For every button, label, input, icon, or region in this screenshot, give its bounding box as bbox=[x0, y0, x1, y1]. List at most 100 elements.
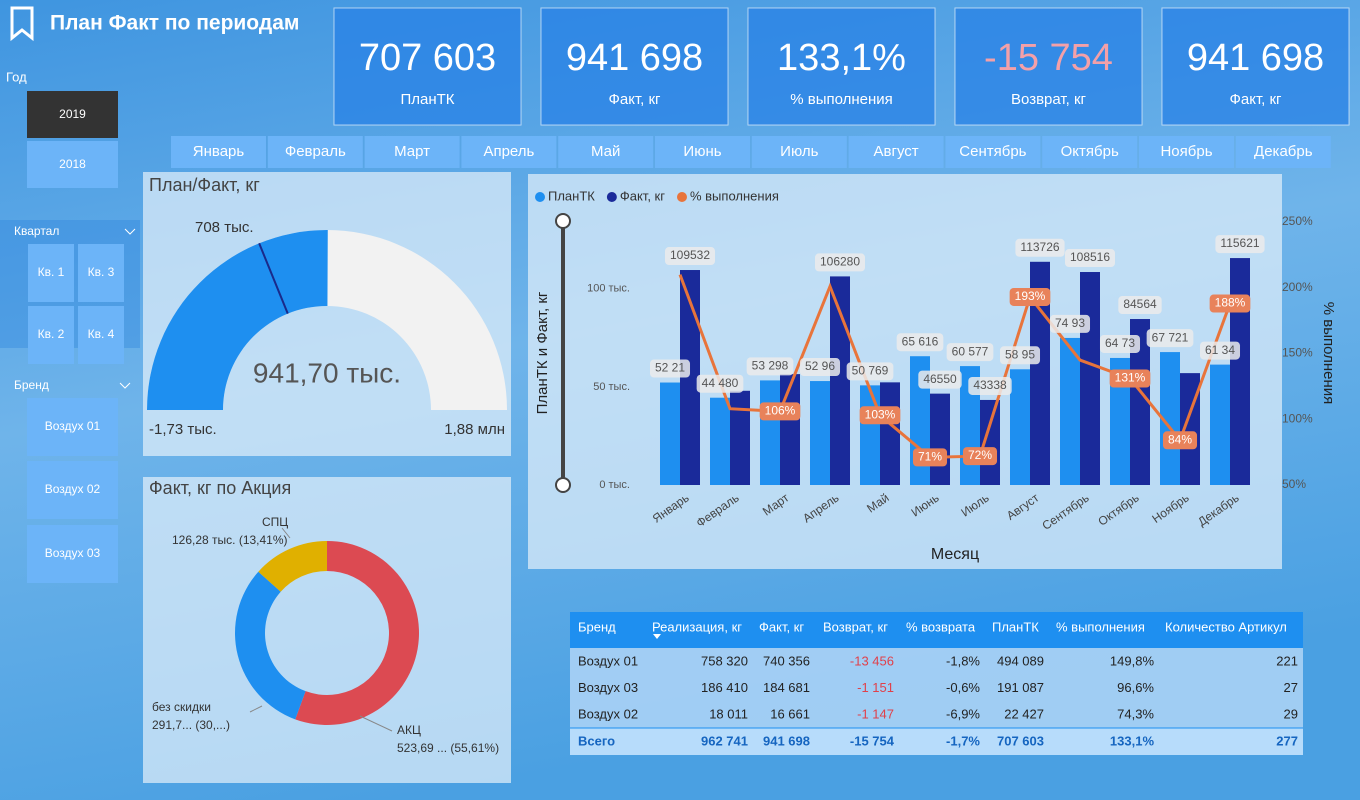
value-label: 46550 bbox=[923, 372, 957, 386]
value-label: 109532 bbox=[670, 248, 710, 262]
column-header[interactable]: % выполнения bbox=[1056, 619, 1145, 634]
month-label[interactable]: Июль bbox=[780, 143, 818, 160]
table-total-cell: -15 754 bbox=[850, 733, 895, 748]
month-label[interactable]: Апрель bbox=[483, 143, 534, 160]
month-button[interactable] bbox=[655, 136, 750, 168]
slicer-option[interactable]: Кв. 1 bbox=[38, 265, 65, 279]
month-label[interactable]: Январь bbox=[193, 143, 245, 160]
month-button[interactable] bbox=[751, 136, 847, 168]
month-label[interactable]: Июнь bbox=[683, 143, 721, 160]
slicer-button[interactable] bbox=[27, 398, 118, 456]
slicer-button[interactable] bbox=[78, 306, 124, 364]
table-cell: 29 bbox=[1284, 706, 1298, 721]
slicer-option[interactable]: 2018 bbox=[59, 157, 86, 171]
chart-title: Факт, кг по Акция bbox=[149, 478, 291, 498]
month-label[interactable]: Февраль bbox=[285, 143, 346, 160]
column-header[interactable]: Реализация, кг bbox=[652, 619, 742, 634]
value-label-bg bbox=[1009, 287, 1051, 306]
slicer-button[interactable] bbox=[78, 244, 124, 302]
slicer-button[interactable] bbox=[28, 306, 74, 364]
bookmark-icon[interactable] bbox=[10, 6, 34, 42]
month-label[interactable]: Ноябрь bbox=[1160, 143, 1212, 160]
kpi-label: Факт, кг bbox=[1229, 91, 1282, 108]
slicer-button[interactable] bbox=[28, 244, 74, 302]
month-label[interactable]: Декабрь bbox=[1254, 143, 1313, 160]
bar bbox=[1230, 258, 1250, 485]
table-cell: 758 320 bbox=[701, 653, 748, 668]
month-label[interactable]: Март bbox=[394, 143, 430, 160]
month-button[interactable] bbox=[1042, 136, 1138, 168]
chevron[interactable] bbox=[119, 382, 131, 389]
month-button[interactable] bbox=[1139, 136, 1234, 168]
bar bbox=[1130, 319, 1150, 485]
slicer-button[interactable] bbox=[27, 91, 118, 138]
bar bbox=[780, 374, 800, 485]
month-button[interactable] bbox=[848, 136, 944, 168]
month-button[interactable] bbox=[171, 136, 266, 168]
column-header[interactable]: % возврата bbox=[906, 619, 976, 634]
slicer-button[interactable] bbox=[27, 141, 118, 188]
slicer-option[interactable]: Воздух 01 bbox=[45, 419, 101, 433]
month-button[interactable] bbox=[364, 136, 460, 168]
slice-name: СПЦ bbox=[262, 515, 288, 529]
table-total-bg bbox=[570, 728, 1303, 755]
month-button[interactable] bbox=[1235, 136, 1331, 168]
column-header[interactable]: ПланТК bbox=[992, 619, 1039, 634]
legend-marker bbox=[676, 192, 687, 202]
slider-handle[interactable] bbox=[555, 477, 571, 493]
sort-icon[interactable] bbox=[653, 634, 661, 639]
month-label[interactable]: Май bbox=[591, 143, 620, 160]
table-cell: Воздух 02 bbox=[578, 706, 638, 721]
table-cell: 149,8% bbox=[1110, 653, 1155, 668]
value-label-bg bbox=[968, 376, 1012, 395]
bar bbox=[760, 380, 780, 485]
bar bbox=[810, 381, 830, 485]
month-label[interactable]: Октябрь bbox=[1061, 143, 1119, 160]
value-label: 67 721 bbox=[1152, 330, 1189, 344]
leader-line bbox=[359, 715, 393, 732]
bar bbox=[680, 270, 700, 485]
month-button[interactable] bbox=[945, 136, 1041, 168]
legend-marker bbox=[535, 192, 545, 202]
value-label: 52 96 bbox=[805, 359, 835, 373]
panel bbox=[143, 477, 511, 783]
slicer-option[interactable]: Воздух 02 bbox=[45, 482, 101, 496]
value-label-bg bbox=[746, 357, 794, 376]
slicer-button[interactable] bbox=[27, 461, 118, 519]
value-label: 84% bbox=[1168, 432, 1192, 446]
bar bbox=[1010, 369, 1030, 485]
month-button[interactable] bbox=[558, 136, 654, 168]
slicer-option[interactable]: Кв. 4 bbox=[88, 327, 115, 341]
month-button[interactable] bbox=[267, 136, 363, 168]
table-total-cell: 707 603 bbox=[997, 733, 1044, 748]
value-label-bg bbox=[649, 359, 691, 378]
slicer-button[interactable] bbox=[27, 525, 118, 583]
column-header[interactable]: Факт, кг bbox=[759, 619, 804, 634]
slicer-option[interactable]: Воздух 03 bbox=[45, 546, 101, 560]
value-label-bg bbox=[846, 362, 894, 381]
kpi-card bbox=[333, 7, 522, 126]
month-label[interactable]: Сентябрь bbox=[959, 143, 1026, 160]
value-label-bg bbox=[696, 374, 744, 393]
bar bbox=[710, 397, 730, 485]
column-header[interactable]: Количество Артикул bbox=[1165, 619, 1287, 634]
range-label: 1,88 млн bbox=[444, 421, 505, 438]
column-header[interactable]: Возврат, кг bbox=[823, 619, 888, 634]
slicer-option[interactable]: 2019 bbox=[59, 107, 86, 121]
slicer-option[interactable]: Кв. 2 bbox=[38, 327, 65, 341]
month-button[interactable] bbox=[461, 136, 557, 168]
month-label[interactable]: Август bbox=[874, 143, 919, 160]
leader-line bbox=[281, 527, 291, 539]
value-label-bg bbox=[1118, 296, 1162, 315]
value-label-bg bbox=[859, 406, 901, 425]
slicer-option[interactable]: Кв. 3 bbox=[88, 265, 115, 279]
table-cell: -13 456 bbox=[850, 653, 894, 668]
slider-handle[interactable] bbox=[555, 213, 571, 229]
table-total-cell: 277 bbox=[1276, 733, 1298, 748]
value-label: 193% bbox=[1015, 289, 1046, 303]
chevron[interactable] bbox=[124, 228, 136, 235]
table-total-cell: 941 698 bbox=[763, 733, 810, 748]
value-label: 113726 bbox=[1020, 240, 1059, 254]
y2-tick-label: 250% bbox=[1282, 214, 1313, 228]
